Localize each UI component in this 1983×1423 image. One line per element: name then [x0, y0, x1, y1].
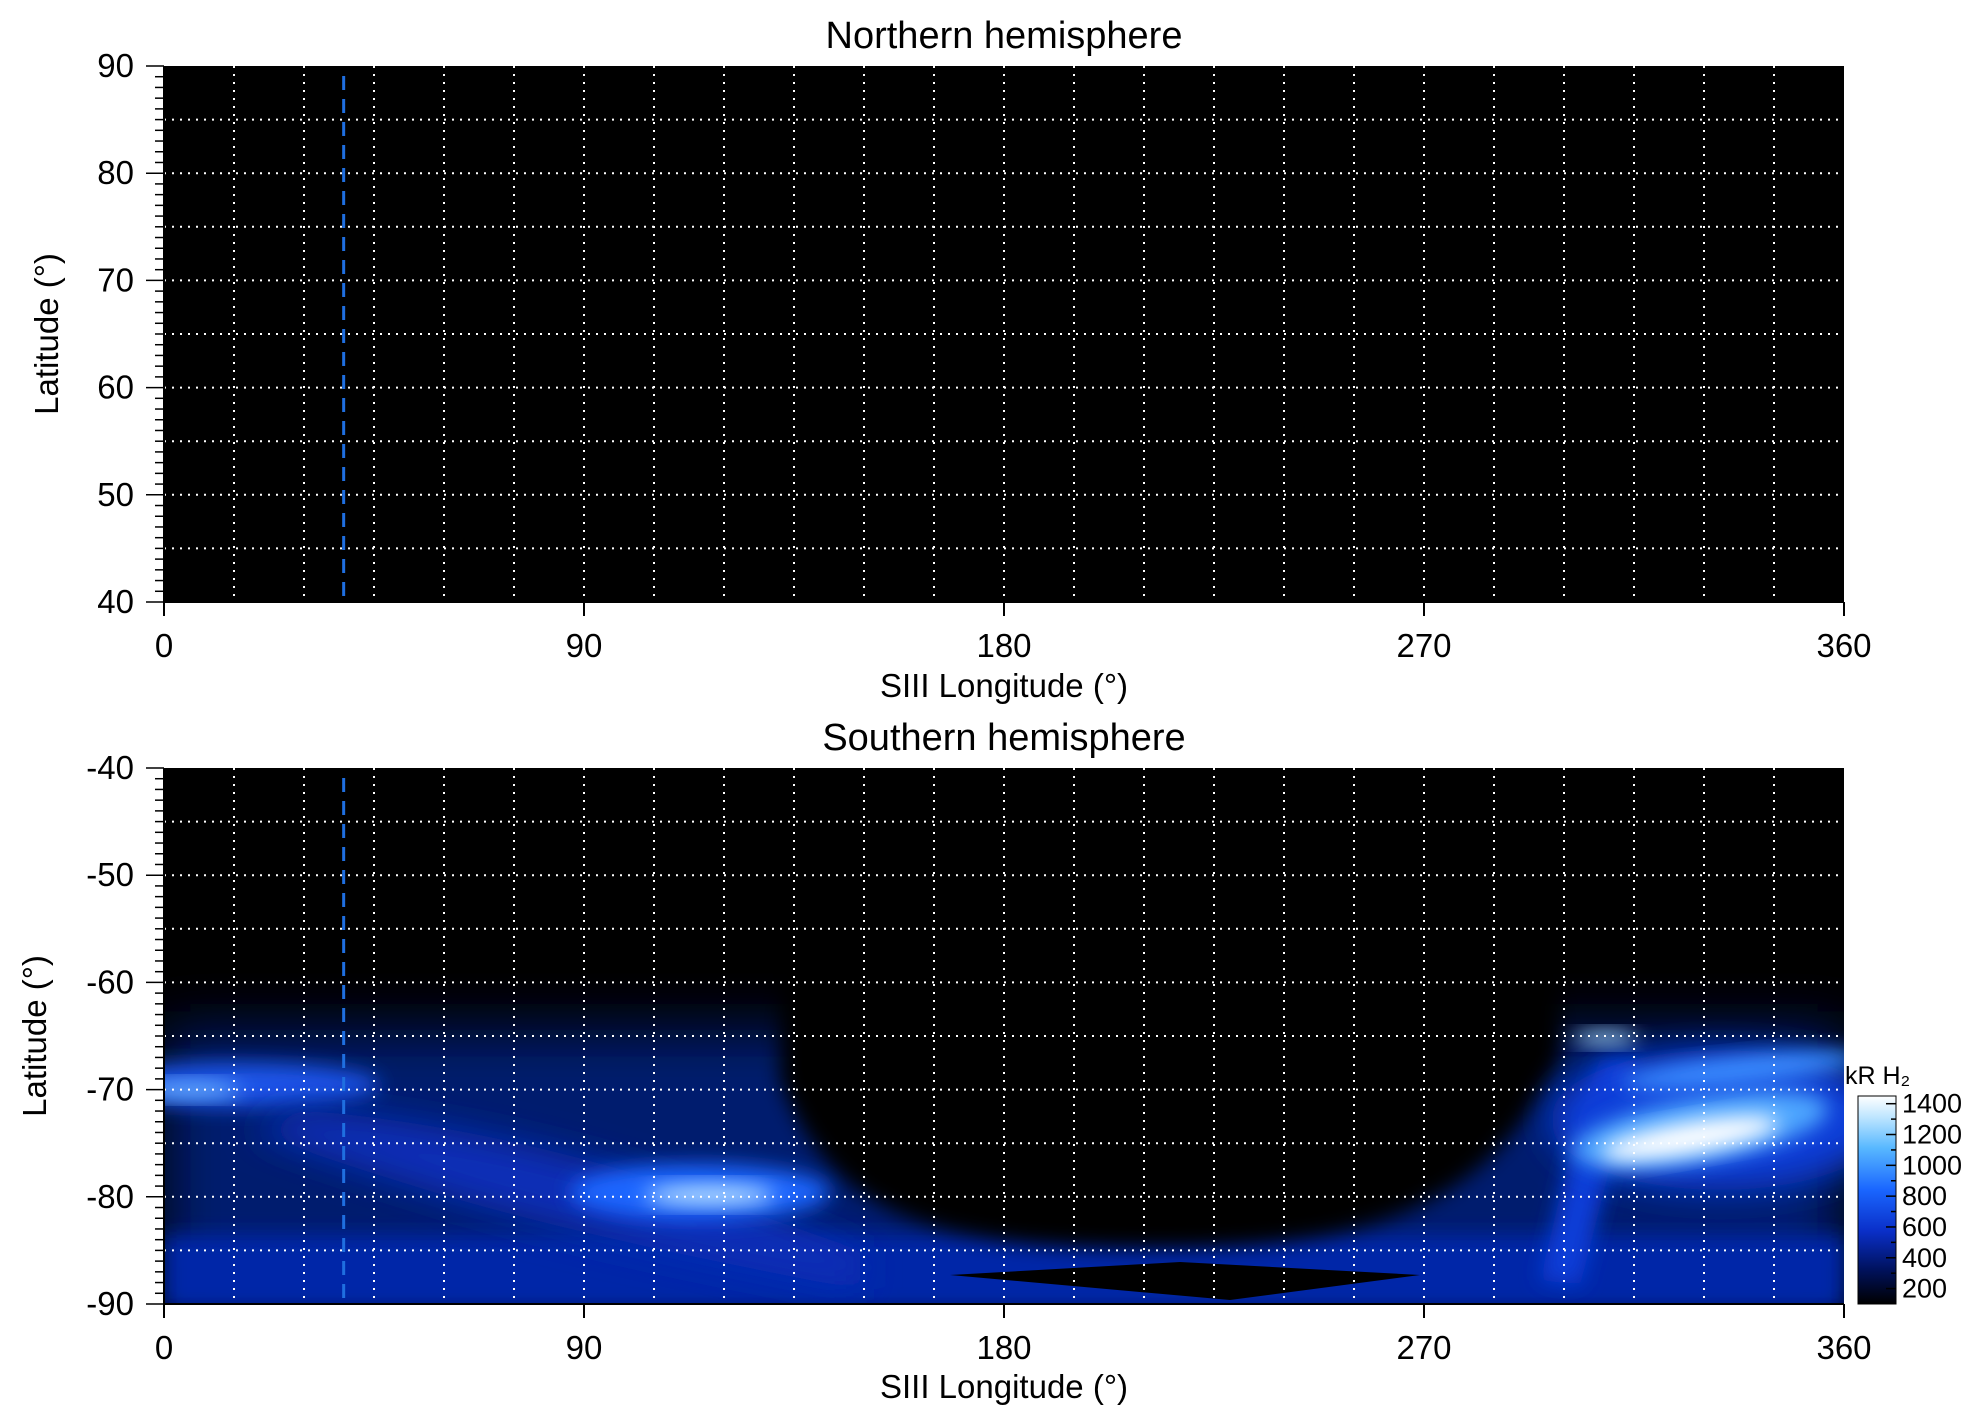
- y-tick-label: -40: [86, 749, 134, 786]
- south-dark-wedge: [950, 1262, 1420, 1300]
- north-y-axis: 90 80 70 60 50 40: [97, 47, 165, 620]
- south-swath: [250, 1110, 860, 1290]
- y-tick-label: -80: [86, 1178, 134, 1215]
- y-tick-label: 70: [97, 261, 134, 298]
- x-tick-label: 90: [566, 1329, 603, 1366]
- upper-right-arc: [1620, 1051, 1844, 1089]
- bright-patch-core: [645, 1185, 775, 1205]
- south-y-axis: -40 -50 -60 -70 -80 -90: [86, 749, 165, 1322]
- north-grid: [164, 66, 1844, 602]
- south-emission-map: [164, 768, 1844, 1304]
- y-tick-label: -60: [86, 963, 134, 1000]
- north-x-label: SIII Longitude (°): [880, 667, 1128, 704]
- colorbar-tick-label: 200: [1902, 1274, 1947, 1304]
- north-y-label: Latitude (°): [28, 253, 65, 415]
- y-tick-label: 60: [97, 369, 134, 406]
- colorbar-tick-label: 400: [1902, 1243, 1947, 1273]
- north-x-axis: 0 90 180 270 360: [155, 601, 1872, 664]
- colorbar-tick-label: 1400: [1902, 1089, 1962, 1119]
- x-tick-label: 270: [1396, 1329, 1451, 1366]
- x-tick-label: 180: [976, 1329, 1031, 1366]
- south-dark-arc: [780, 768, 1560, 1249]
- y-tick-label: 40: [97, 583, 134, 620]
- north-title: Northern hemisphere: [826, 15, 1183, 57]
- x-tick-label: 270: [1396, 627, 1451, 664]
- x-tick-label: 0: [155, 627, 173, 664]
- auroral-band-lon0-60-core: [164, 1082, 240, 1098]
- south-title: Southern hemisphere: [822, 717, 1185, 759]
- colorbar-tick-label: 800: [1902, 1181, 1947, 1211]
- y-tick-label: -70: [86, 1071, 134, 1108]
- x-tick-label: 360: [1816, 1329, 1871, 1366]
- south-panel: Southern hemisphere: [16, 717, 1962, 1405]
- bright-oval-core: [1601, 1115, 1779, 1161]
- south-grid: [164, 768, 1844, 1304]
- y-tick-label: 80: [97, 154, 134, 191]
- south-x-axis: 0 90 180 270 360: [155, 1303, 1872, 1366]
- south-y-label: Latitude (°): [16, 955, 53, 1117]
- colorbar-gradient: [1857, 1095, 1897, 1305]
- colorbar-tick-label: 600: [1902, 1212, 1947, 1242]
- south-x-label: SIII Longitude (°): [880, 1368, 1128, 1405]
- spot-lon320: [1573, 1031, 1637, 1045]
- x-tick-label: 90: [566, 627, 603, 664]
- colorbar-label: kR H₂: [1845, 1062, 1910, 1090]
- y-tick-label: 50: [97, 476, 134, 513]
- north-panel: Northern hemisphere 90 80 70 60 50 40 0 90 180 2…: [28, 15, 1872, 704]
- y-tick-label: 90: [97, 47, 134, 84]
- colorbar-tick-label: 1000: [1902, 1150, 1962, 1180]
- x-tick-label: 360: [1816, 627, 1871, 664]
- x-tick-label: 180: [976, 627, 1031, 664]
- colorbar-tick-label: 1200: [1902, 1120, 1962, 1150]
- y-tick-label: -50: [86, 856, 134, 893]
- x-tick-label: 0: [155, 1329, 173, 1366]
- y-tick-label: -90: [86, 1285, 134, 1322]
